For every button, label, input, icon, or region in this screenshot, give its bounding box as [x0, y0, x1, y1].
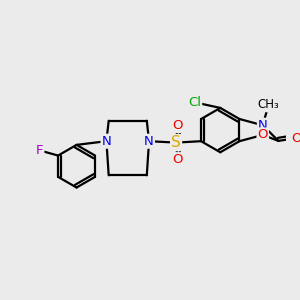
Text: O: O: [172, 119, 183, 132]
Text: S: S: [171, 135, 181, 150]
Text: O: O: [291, 132, 300, 145]
Text: N: N: [144, 135, 154, 148]
Text: CH₃: CH₃: [258, 98, 279, 111]
Text: O: O: [257, 128, 268, 141]
Text: Cl: Cl: [188, 96, 201, 109]
Text: F: F: [36, 144, 44, 157]
Text: N: N: [258, 119, 268, 132]
Text: N: N: [101, 135, 111, 148]
Text: O: O: [172, 153, 183, 166]
